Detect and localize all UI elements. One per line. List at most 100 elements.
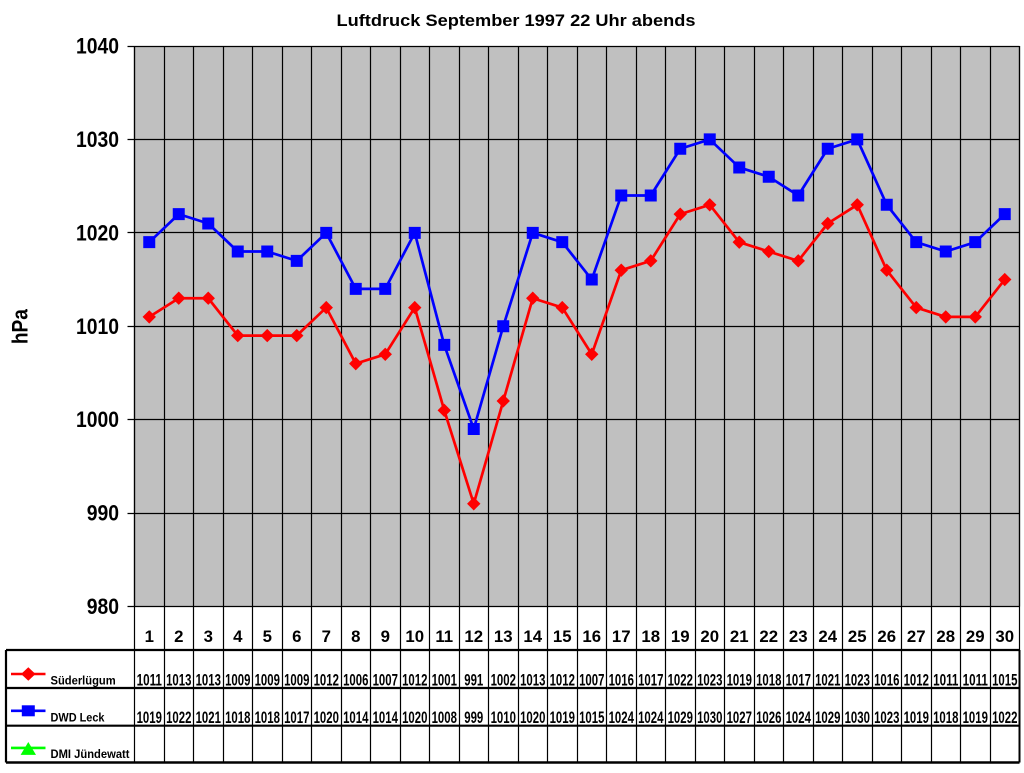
svg-text:hPa: hPa xyxy=(8,308,33,344)
svg-text:1030: 1030 xyxy=(76,127,119,152)
svg-text:29: 29 xyxy=(966,627,985,646)
svg-text:26: 26 xyxy=(877,627,896,646)
svg-text:9: 9 xyxy=(381,627,390,646)
svg-text:1023: 1023 xyxy=(874,709,899,727)
svg-text:1021: 1021 xyxy=(815,671,840,689)
svg-text:DMI Jündewatt: DMI Jündewatt xyxy=(51,747,130,761)
svg-text:1012: 1012 xyxy=(550,671,575,689)
svg-text:1007: 1007 xyxy=(373,671,398,689)
svg-text:1: 1 xyxy=(145,627,154,646)
svg-text:16: 16 xyxy=(582,627,601,646)
svg-text:1016: 1016 xyxy=(609,671,634,689)
svg-text:Luftdruck September 1997 22 Uh: Luftdruck September 1997 22 Uhr abends xyxy=(337,11,696,30)
svg-text:1017: 1017 xyxy=(284,709,309,727)
svg-text:1026: 1026 xyxy=(756,709,781,727)
svg-text:1013: 1013 xyxy=(520,671,545,689)
svg-text:1029: 1029 xyxy=(668,709,693,727)
svg-text:1019: 1019 xyxy=(137,709,162,727)
svg-text:1010: 1010 xyxy=(76,314,119,339)
svg-text:1019: 1019 xyxy=(904,709,929,727)
svg-text:1017: 1017 xyxy=(786,671,811,689)
svg-text:1023: 1023 xyxy=(697,671,722,689)
svg-text:1020: 1020 xyxy=(402,709,427,727)
svg-text:1016: 1016 xyxy=(874,671,899,689)
svg-text:27: 27 xyxy=(907,627,926,646)
svg-text:1013: 1013 xyxy=(166,671,191,689)
svg-text:1018: 1018 xyxy=(255,709,280,727)
svg-text:1008: 1008 xyxy=(432,709,457,727)
svg-text:980: 980 xyxy=(87,594,119,619)
svg-text:1011: 1011 xyxy=(137,671,162,689)
svg-text:1027: 1027 xyxy=(727,709,752,727)
svg-text:15: 15 xyxy=(553,627,572,646)
svg-text:1020: 1020 xyxy=(314,709,339,727)
svg-text:1007: 1007 xyxy=(579,671,604,689)
svg-text:Süderlügum: Süderlügum xyxy=(51,674,116,688)
svg-text:1024: 1024 xyxy=(786,709,811,727)
svg-text:1000: 1000 xyxy=(76,407,119,432)
svg-text:18: 18 xyxy=(641,627,660,646)
svg-text:1012: 1012 xyxy=(904,671,929,689)
svg-text:1015: 1015 xyxy=(992,671,1017,689)
svg-text:1029: 1029 xyxy=(815,709,840,727)
svg-text:1022: 1022 xyxy=(992,709,1017,727)
svg-text:10: 10 xyxy=(405,627,424,646)
svg-text:1024: 1024 xyxy=(638,709,663,727)
svg-text:3: 3 xyxy=(204,627,213,646)
svg-text:1018: 1018 xyxy=(756,671,781,689)
svg-text:30: 30 xyxy=(995,627,1014,646)
svg-text:1011: 1011 xyxy=(933,671,958,689)
svg-text:2: 2 xyxy=(174,627,183,646)
svg-text:25: 25 xyxy=(848,627,867,646)
svg-text:1020: 1020 xyxy=(520,709,545,727)
svg-text:1020: 1020 xyxy=(76,220,119,245)
svg-text:1014: 1014 xyxy=(373,709,398,727)
svg-text:1022: 1022 xyxy=(668,671,693,689)
svg-text:1009: 1009 xyxy=(255,671,280,689)
svg-text:1030: 1030 xyxy=(697,709,722,727)
svg-text:1013: 1013 xyxy=(196,671,221,689)
svg-text:28: 28 xyxy=(936,627,955,646)
svg-text:1024: 1024 xyxy=(609,709,634,727)
svg-text:1017: 1017 xyxy=(638,671,663,689)
svg-text:999: 999 xyxy=(464,709,483,727)
svg-text:6: 6 xyxy=(292,627,301,646)
svg-text:1011: 1011 xyxy=(963,671,988,689)
svg-text:11: 11 xyxy=(435,627,453,646)
svg-text:1002: 1002 xyxy=(491,671,516,689)
svg-text:5: 5 xyxy=(263,627,272,646)
svg-text:1009: 1009 xyxy=(284,671,309,689)
svg-text:1018: 1018 xyxy=(225,709,250,727)
svg-text:1040: 1040 xyxy=(76,34,119,59)
svg-text:8: 8 xyxy=(351,627,360,646)
svg-text:17: 17 xyxy=(612,627,631,646)
svg-text:991: 991 xyxy=(464,671,483,689)
svg-text:1009: 1009 xyxy=(225,671,250,689)
svg-text:1015: 1015 xyxy=(579,709,604,727)
svg-text:1019: 1019 xyxy=(963,709,988,727)
svg-text:19: 19 xyxy=(671,627,690,646)
svg-text:12: 12 xyxy=(464,627,483,646)
svg-text:1018: 1018 xyxy=(933,709,958,727)
svg-text:13: 13 xyxy=(494,627,513,646)
svg-text:1010: 1010 xyxy=(491,709,516,727)
svg-text:1001: 1001 xyxy=(432,671,457,689)
svg-text:1021: 1021 xyxy=(196,709,221,727)
svg-text:1014: 1014 xyxy=(343,709,368,727)
svg-text:20: 20 xyxy=(700,627,719,646)
svg-text:990: 990 xyxy=(87,501,119,526)
svg-text:24: 24 xyxy=(818,627,837,646)
svg-text:1030: 1030 xyxy=(845,709,870,727)
svg-text:1006: 1006 xyxy=(343,671,368,689)
svg-text:DWD Leck: DWD Leck xyxy=(51,711,105,725)
svg-text:1019: 1019 xyxy=(550,709,575,727)
svg-text:1012: 1012 xyxy=(314,671,339,689)
svg-text:21: 21 xyxy=(730,627,749,646)
svg-text:1023: 1023 xyxy=(845,671,870,689)
svg-text:4: 4 xyxy=(233,627,243,646)
svg-text:22: 22 xyxy=(759,627,778,646)
svg-text:1019: 1019 xyxy=(727,671,752,689)
svg-text:14: 14 xyxy=(523,627,542,646)
svg-text:7: 7 xyxy=(322,627,331,646)
svg-text:1012: 1012 xyxy=(402,671,427,689)
